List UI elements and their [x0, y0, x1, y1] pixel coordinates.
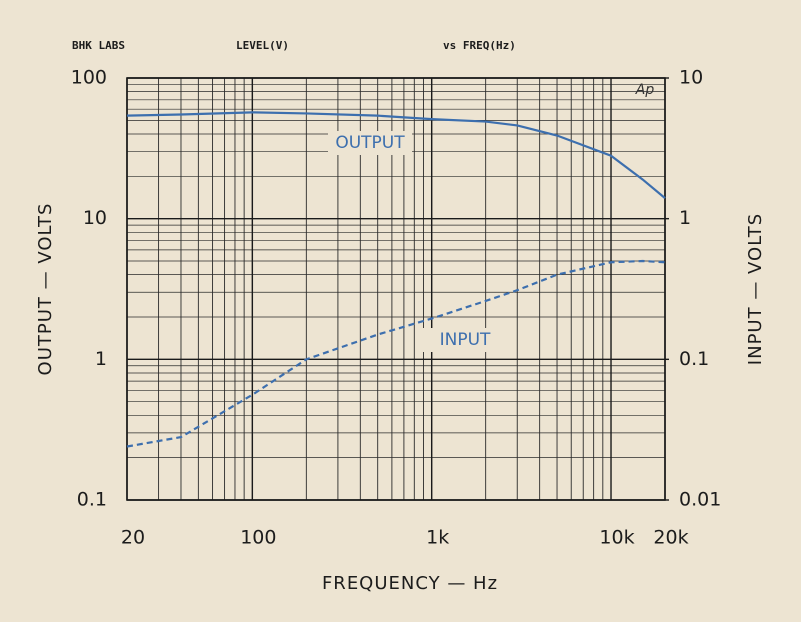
y2-tick-label: 0.01 [679, 489, 721, 511]
label-bg [423, 328, 507, 352]
annotation: vs FREQ(Hz) [443, 39, 516, 52]
y-axis-label: OUTPUT — VOLTS [35, 203, 56, 376]
label-bg [328, 131, 412, 155]
series-line [126, 111, 666, 199]
annotation: LEVEL(V) [236, 39, 289, 52]
x-tick-label: 100 [240, 527, 276, 549]
y-tick-label: 10 [83, 207, 107, 229]
x-tick-label: 20 [121, 527, 145, 549]
series-label: OUTPUT [335, 133, 405, 153]
annotation: Ap [635, 82, 655, 98]
y-tick-label: 0.1 [77, 489, 107, 511]
y-tick-label: 1 [95, 348, 107, 370]
x-axis-label: FREQUENCY — Hz [322, 573, 498, 594]
y-tick-label: 100 [71, 67, 107, 89]
y2-tick-label: 0.1 [679, 348, 709, 370]
x-tick-label: 1k [426, 527, 449, 549]
y2-axis-label: INPUT — VOLTS [745, 213, 766, 365]
series-line [126, 259, 666, 448]
y2-tick-label: 10 [679, 67, 703, 89]
x-tick-label: 20k [653, 527, 688, 549]
y2-tick-label: 1 [679, 207, 691, 229]
annotation: BHK LABS [72, 39, 125, 52]
series-label: INPUT [440, 330, 491, 350]
x-tick-label: 10k [599, 527, 634, 549]
plot-frame [126, 77, 666, 501]
